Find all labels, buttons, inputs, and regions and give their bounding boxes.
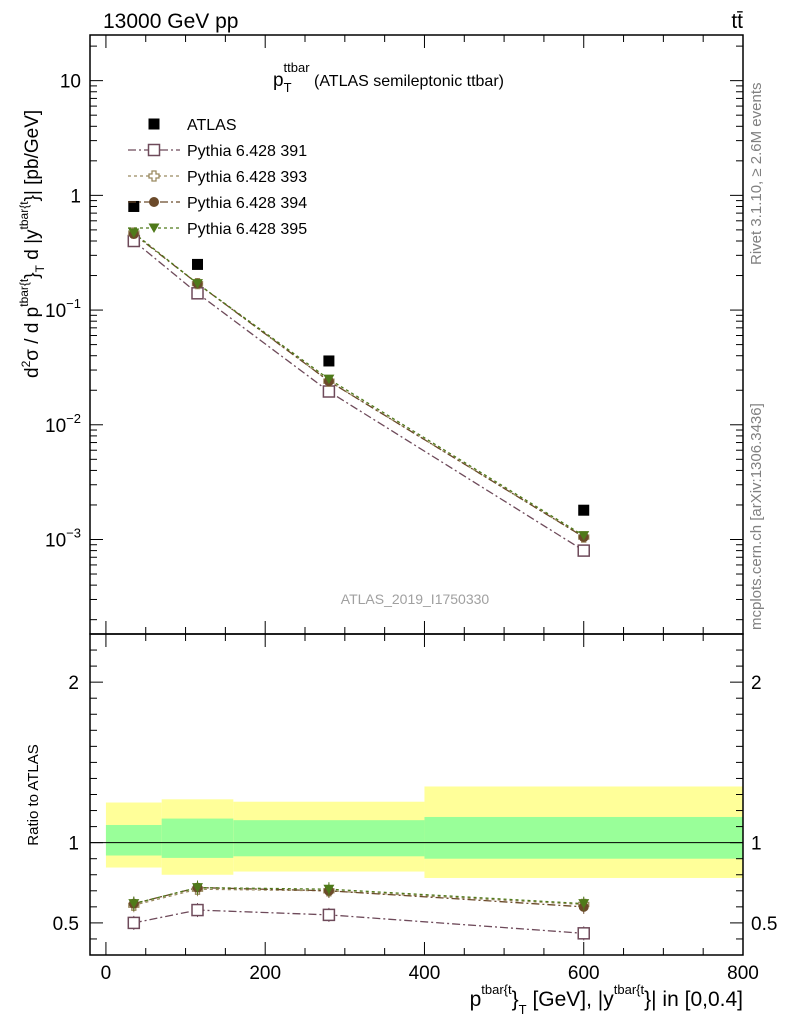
stat-uncertainty-band-3 xyxy=(424,816,743,859)
header-left-label: 13000 GeV pp xyxy=(103,10,238,33)
analysis-watermark: ATLAS_2019_I1750330 xyxy=(341,591,490,607)
legend-label-1: Pythia 6.428 391 xyxy=(187,143,307,160)
ratio-y-axis-label: Ratio to ATLAS xyxy=(25,744,42,845)
legend-label-4: Pythia 6.428 395 xyxy=(187,221,307,238)
main-point-series-0-1 xyxy=(192,258,204,270)
title-rest: (ATLAS semileptonic ttbar) xyxy=(310,73,504,90)
main-series-lines xyxy=(133,232,585,552)
main-point-series-0-2 xyxy=(323,355,335,367)
ratio-point-series-3-3 xyxy=(578,899,590,909)
header-right-label: tt̄ xyxy=(731,10,743,33)
main-line-series-3 xyxy=(133,233,585,538)
main-point-series-4-1 xyxy=(192,279,204,289)
ratio-y-tick-label: 0.5 xyxy=(53,914,79,935)
ratio-line-series-1 xyxy=(133,888,584,906)
title-sub: T xyxy=(284,80,292,95)
main-y-tick-label: 10 xyxy=(60,72,81,93)
ratio-point-series-0-0 xyxy=(127,916,141,930)
ratio-point-series-3-0 xyxy=(128,899,140,909)
ratio-bands xyxy=(105,786,743,878)
legend-label-3: Pythia 6.428 394 xyxy=(187,195,307,212)
main-point-series-1-1 xyxy=(191,287,204,300)
main-line-series-4 xyxy=(133,232,585,537)
ratio-point-series-0-3 xyxy=(577,927,590,940)
legend-marker-2 xyxy=(148,170,160,182)
main-title: pTttbar (ATLAS semileptonic ttbar) xyxy=(273,60,504,95)
ratio-series-markers xyxy=(127,880,590,941)
ratio-line-series-3 xyxy=(133,886,584,905)
main-line-series-2 xyxy=(133,232,585,538)
legend: ATLAS Pythia 6.428 391 Pythia 6.428 393 Pyt… xyxy=(128,117,307,238)
legend-marker-1 xyxy=(147,143,161,157)
ratio-point-series-3-1 xyxy=(192,883,204,893)
stat-uncertainty-band-0 xyxy=(105,824,162,856)
main-point-series-0-0 xyxy=(128,200,140,212)
legend-marker-4 xyxy=(148,223,160,233)
x-axis: 0 200 400 600 800 xyxy=(101,35,759,984)
stat-uncertainty-band-1 xyxy=(161,818,234,858)
legend-label-0: ATLAS xyxy=(187,117,237,134)
main-point-series-0-3 xyxy=(578,504,590,516)
ratio-line-series-0 xyxy=(133,909,584,934)
ratio-y-tick-label-right: 2 xyxy=(751,673,762,694)
legend-marker-3 xyxy=(149,197,159,207)
ratio-point-series-0-2 xyxy=(322,908,336,922)
legend-label-2: Pythia 6.428 393 xyxy=(187,169,307,186)
x-tick-label: 800 xyxy=(727,963,759,984)
main-point-series-4-3 xyxy=(578,531,590,541)
ratio-point-series-0-1 xyxy=(191,903,204,917)
x-tick-label: 600 xyxy=(568,963,600,984)
main-y-axis: 10−3 10−2 10−1 1 10 xyxy=(45,45,743,621)
mcplots-label: mcplots.cern.ch [arXiv:1306.3436] xyxy=(748,403,765,630)
ratio-y-tick-label-right: 0.5 xyxy=(751,914,777,935)
main-line-series-1 xyxy=(133,240,585,552)
ratio-y-tick-label: 1 xyxy=(68,834,79,855)
main-point-series-1-2 xyxy=(322,385,336,398)
main-point-series-4-2 xyxy=(323,374,335,385)
x-tick-label: 200 xyxy=(249,963,281,984)
main-point-series-1-3 xyxy=(577,544,590,557)
rivet-label: Rivet 3.1.10, ≥ 2.6M events xyxy=(748,83,765,266)
main-y-tick-label: 10−2 xyxy=(45,411,81,437)
x-tick-label: 400 xyxy=(409,963,441,984)
title-p: p xyxy=(273,70,284,91)
ratio-point-series-3-2 xyxy=(323,884,335,895)
main-point-series-4-0 xyxy=(128,228,140,238)
ratio-y-axis: 0.5 0.5 1 1 2 2 xyxy=(53,633,777,956)
x-tick-label: 0 xyxy=(101,963,112,984)
legend-marker-0 xyxy=(148,118,160,130)
main-y-tick-label: 10−1 xyxy=(45,296,81,322)
main-y-axis-label: d2σ / d ptbar{t}T d |ytbar{t}| [pb/GeV] xyxy=(17,110,47,378)
ratio-y-tick-label: 2 xyxy=(68,673,79,694)
stat-uncertainty-band-2 xyxy=(233,820,425,857)
main-y-tick-label: 1 xyxy=(70,186,81,207)
main-y-tick-label: 10−3 xyxy=(45,525,81,551)
ratio-y-tick-label-right: 1 xyxy=(751,834,762,855)
title-sup: ttbar xyxy=(284,60,311,75)
x-axis-label: ptbar{t}T [GeV], |ytbar{t}| in [0,0.4] xyxy=(470,982,743,1017)
ratio-series-lines xyxy=(133,886,584,934)
main-series-markers xyxy=(127,200,590,557)
